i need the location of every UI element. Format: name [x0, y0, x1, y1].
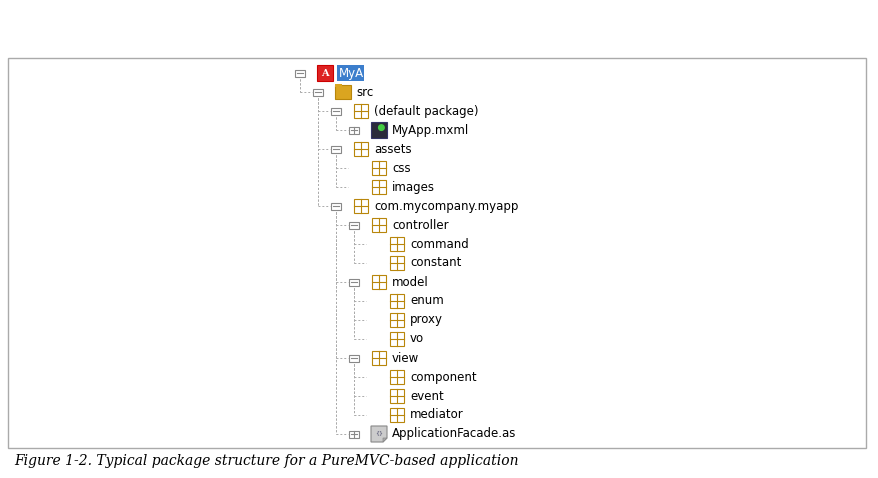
Text: MyApp: MyApp [339, 66, 378, 79]
Bar [331, 203, 341, 209]
Bar [349, 355, 358, 361]
Bar [371, 122, 386, 138]
Bar [354, 142, 368, 156]
Text: constant: constant [409, 257, 461, 270]
Text: images: images [392, 181, 435, 194]
Text: component: component [409, 370, 476, 383]
Bar [331, 145, 341, 152]
Text: enum: enum [409, 294, 443, 307]
Text: A: A [320, 69, 328, 78]
Text: Figure 1-2. Typical package structure for a PureMVC-based application: Figure 1-2. Typical package structure fo… [14, 454, 518, 468]
Text: event: event [409, 390, 443, 402]
Bar [390, 313, 404, 327]
Text: src: src [356, 86, 373, 98]
Text: (default package): (default package) [373, 105, 478, 118]
Bar [354, 104, 368, 118]
Text: ApplicationFacade.as: ApplicationFacade.as [392, 427, 515, 441]
Bar [371, 275, 385, 289]
Bar [331, 108, 341, 115]
Text: command: command [409, 238, 468, 250]
Text: controller: controller [392, 218, 448, 231]
Text: MyApp.mxml: MyApp.mxml [392, 123, 469, 137]
Bar [349, 431, 358, 437]
Bar [8, 58, 865, 448]
Bar [295, 69, 305, 76]
Circle shape [378, 125, 384, 130]
Bar [390, 408, 404, 422]
Text: proxy: proxy [409, 314, 443, 326]
Bar [390, 389, 404, 403]
Bar [371, 161, 385, 175]
Text: com.mycompany.myapp: com.mycompany.myapp [373, 199, 518, 213]
Bar [349, 221, 358, 228]
Bar [317, 65, 333, 81]
Polygon shape [383, 438, 386, 442]
Text: css: css [392, 162, 410, 174]
Text: view: view [392, 351, 419, 365]
Text: vo: vo [409, 333, 424, 346]
Bar [390, 370, 404, 384]
FancyBboxPatch shape [335, 85, 350, 99]
Polygon shape [371, 426, 386, 442]
Bar [390, 237, 404, 251]
Bar [390, 256, 404, 270]
Bar [390, 294, 404, 308]
FancyBboxPatch shape [335, 84, 342, 87]
Bar [349, 127, 358, 133]
Text: assets: assets [373, 142, 411, 155]
Bar [354, 199, 368, 213]
Bar [371, 351, 385, 365]
Bar [336, 65, 364, 81]
Bar [371, 218, 385, 232]
Bar [371, 180, 385, 194]
Text: mediator: mediator [409, 409, 464, 422]
Bar [390, 332, 404, 346]
Text: model: model [392, 275, 428, 289]
Bar [313, 88, 322, 96]
Text: {}: {} [375, 431, 383, 435]
Bar [349, 279, 358, 285]
